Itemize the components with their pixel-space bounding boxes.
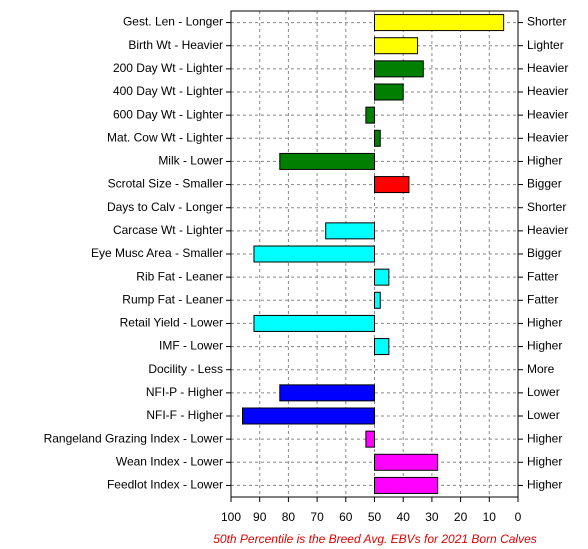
right-label: Heavier (527, 223, 568, 237)
y-tick-label: Rib Fat - Leaner (136, 269, 223, 283)
bar (279, 384, 376, 402)
right-label: Heavier (527, 107, 568, 121)
y-tick-label: IMF - Lower (159, 339, 223, 353)
right-label: Shorter (527, 200, 566, 214)
right-label: Higher (527, 339, 562, 353)
y-tick-label: Docility - Less (148, 362, 223, 376)
x-tick-label: 50 (368, 510, 382, 524)
right-label: Fatter (527, 292, 558, 306)
bar (374, 37, 419, 55)
y-tick-label: Birth Wt - Heavier (128, 38, 223, 52)
right-label: Heavier (527, 84, 568, 98)
right-label: Lighter (527, 38, 564, 52)
right-label: Heavier (527, 130, 568, 144)
x-tick-label: 90 (253, 510, 267, 524)
y-tick-label: Rangeland Grazing Index - Lower (44, 431, 223, 445)
y-tick-label: Feedlot Index - Lower (107, 478, 223, 492)
right-label: Fatter (527, 269, 558, 283)
plot-frame (230, 10, 519, 498)
footnote: 50th Percentile is the Breed Avg. EBVs f… (213, 532, 537, 546)
x-tick-label: 0 (515, 510, 522, 524)
bar (374, 291, 381, 309)
y-tick-label: NFI-F - Higher (146, 408, 223, 422)
x-tick-label: 40 (397, 510, 411, 524)
bar (374, 338, 390, 356)
bar (374, 268, 390, 286)
y-tick-label: 200 Day Wt - Lighter (113, 61, 223, 75)
bar (374, 476, 439, 494)
y-tick-label: NFI-P - Higher (146, 385, 223, 399)
right-label: Shorter (527, 15, 566, 29)
right-label: More (527, 362, 555, 376)
x-tick-label: 20 (454, 510, 468, 524)
y-tick-label: Milk - Lower (158, 154, 223, 168)
bar (241, 407, 375, 425)
x-tick-label: 100 (221, 510, 241, 524)
right-label: Higher (527, 478, 562, 492)
right-label: Heavier (527, 61, 568, 75)
y-tick-label: Days to Calv - Longer (107, 200, 223, 214)
bar (374, 14, 505, 32)
y-tick-label: Gest. Len - Longer (123, 15, 223, 29)
right-label: Higher (527, 316, 562, 330)
bar (374, 83, 404, 101)
y-tick-label: Mat. Cow Wt - Lighter (107, 130, 223, 144)
right-label: Higher (527, 154, 562, 168)
right-label: Higher (527, 454, 562, 468)
x-tick-label: 80 (282, 510, 296, 524)
bar (365, 430, 376, 448)
bar (374, 129, 381, 147)
y-tick-label: Scrotal Size - Smaller (108, 177, 223, 191)
y-tick-label: Carcase Wt - Lighter (113, 223, 223, 237)
y-tick-label: Wean Index - Lower (116, 454, 223, 468)
bar (325, 222, 375, 240)
x-tick-label: 30 (425, 510, 439, 524)
bar (365, 106, 376, 124)
y-tick-label: 600 Day Wt - Lighter (113, 107, 223, 121)
bar (374, 453, 439, 471)
bar (279, 152, 376, 170)
y-tick-label: 400 Day Wt - Lighter (113, 84, 223, 98)
x-tick-label: 70 (310, 510, 324, 524)
bar (253, 245, 376, 263)
y-tick-label: Eye Musc Area - Smaller (91, 246, 223, 260)
right-label: Lower (527, 385, 560, 399)
bar (374, 60, 424, 78)
y-tick-label: Rump Fat - Leaner (122, 292, 223, 306)
x-tick-label: 60 (339, 510, 353, 524)
x-tick-label: 10 (483, 510, 497, 524)
right-label: Bigger (527, 177, 562, 191)
y-tick-label: Retail Yield - Lower (120, 316, 223, 330)
bar (253, 314, 376, 332)
right-label: Lower (527, 408, 560, 422)
bar (374, 176, 410, 194)
right-label: Bigger (527, 246, 562, 260)
right-label: Higher (527, 431, 562, 445)
